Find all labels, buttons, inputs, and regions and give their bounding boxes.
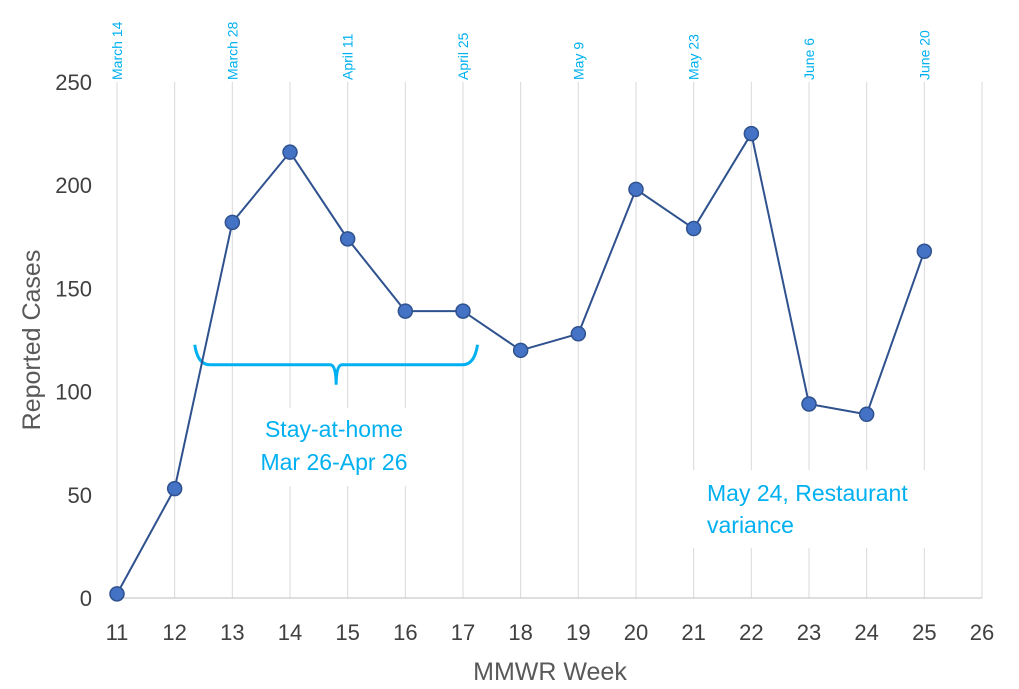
x-tick-label: 24 (854, 620, 878, 645)
x-tick-labels: 11 12 13 14 15 16 17 18 19 20 21 22 23 24 25 26 (106, 620, 995, 645)
data-point (685, 220, 702, 237)
y-tick-label: 0 (80, 586, 92, 611)
date-labels: March 14 March 28 April 11 April 25 May 9 May… (109, 21, 932, 80)
y-tick-label: 150 (55, 276, 92, 301)
data-point (282, 144, 298, 160)
y-tick-label: 50 (68, 483, 92, 508)
restaurant-label-bg (686, 470, 981, 548)
data-point (628, 181, 644, 198)
y-axis-title: Reported Cases (18, 250, 46, 431)
data-point (743, 125, 760, 142)
stay-at-home-bracket (193, 344, 480, 385)
data-point (858, 406, 875, 423)
data-point (455, 303, 471, 319)
date-label: April 25 (455, 32, 471, 80)
x-tick-label: 15 (335, 620, 359, 645)
x-tick-label: 18 (508, 620, 532, 645)
x-tick-label: 17 (451, 620, 475, 645)
date-label: March 14 (109, 21, 125, 80)
date-label: April 11 (340, 33, 356, 80)
x-tick-label: 26 (970, 620, 994, 645)
data-point (109, 586, 125, 602)
data-point (512, 342, 529, 359)
y-tick-label: 100 (55, 380, 92, 405)
data-point (224, 214, 241, 231)
date-label: May 9 (570, 42, 586, 80)
data-point (801, 396, 817, 412)
x-tick-label: 13 (220, 620, 244, 645)
x-tick-label: 20 (624, 620, 648, 645)
x-tick-label: 25 (912, 620, 936, 645)
x-tick-label: 11 (106, 620, 129, 645)
x-tick-label: 22 (739, 620, 763, 645)
x-axis-title: MMWR Week (473, 658, 627, 686)
y-tick-label: 250 (55, 70, 92, 95)
data-point (339, 231, 356, 247)
stay-at-home-line1: Stay-at-home (265, 416, 403, 442)
x-tick-label: 19 (566, 620, 590, 645)
y-tick-labels: 0 50 100 150 200 250 (55, 70, 92, 611)
x-tick-label: 23 (797, 620, 821, 645)
restaurant-line1: May 24, Restaurant (707, 480, 908, 506)
y-tick-label: 200 (55, 173, 92, 198)
data-point (166, 480, 183, 497)
restaurant-line2: variance (707, 512, 794, 538)
data-point (916, 243, 933, 259)
date-label: June 20 (916, 30, 932, 80)
data-points (109, 125, 933, 602)
data-point (397, 303, 414, 319)
stay-at-home-line2: Mar 26-Apr 26 (260, 449, 407, 475)
date-label: March 28 (224, 21, 240, 80)
x-tick-label: 14 (278, 620, 302, 645)
date-label: May 23 (686, 34, 702, 80)
x-tick-label: 16 (393, 620, 417, 645)
x-tick-label: 12 (162, 620, 186, 645)
date-label: June 6 (801, 38, 817, 80)
data-point (570, 326, 587, 342)
x-tick-label: 21 (681, 620, 705, 645)
stay-at-home-label-bg (238, 408, 433, 486)
